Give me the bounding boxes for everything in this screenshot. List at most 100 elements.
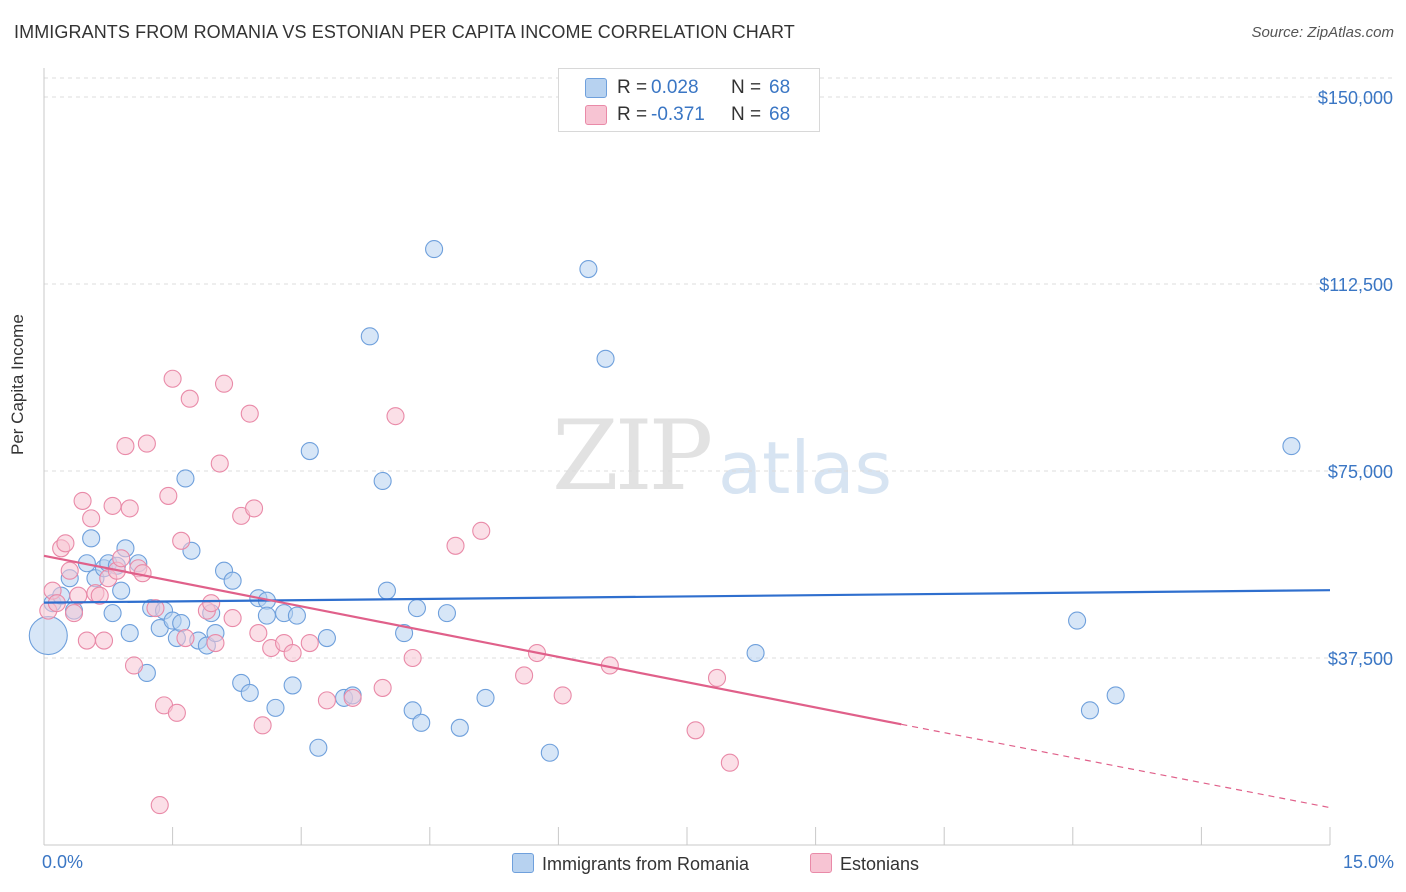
data-point-estonians: [120, 499, 139, 518]
data-point-romania: [373, 471, 392, 491]
data-point-estonians: [386, 407, 405, 426]
legend-label-estonians: Estonians: [840, 854, 920, 874]
data-point-romania: [287, 606, 306, 625]
y-tick-label-2: $112,500: [1319, 275, 1393, 295]
data-point-romania: [172, 614, 191, 633]
stats-legend: R = 0.028 N = 68 R = -0.371 N = 68: [558, 68, 820, 132]
data-point-romania: [540, 743, 559, 762]
data-point-estonians: [553, 686, 572, 705]
data-point-romania: [395, 624, 414, 643]
legend-swatch-estonians: [585, 105, 607, 125]
data-point-romania: [257, 606, 276, 625]
data-point-estonians: [283, 643, 302, 663]
data-point-estonians: [240, 404, 259, 423]
data-point-romania: [360, 327, 379, 346]
legend-item-estonians: Estonians: [810, 853, 919, 875]
data-point-estonians: [720, 753, 739, 772]
data-point-estonians: [253, 716, 272, 735]
data-point-romania: [283, 676, 302, 695]
data-point-estonians: [249, 624, 268, 643]
n-value: 68: [769, 104, 791, 125]
data-point-estonians: [146, 599, 165, 618]
data-point-estonians: [60, 561, 79, 580]
r-label: R =: [617, 77, 648, 98]
data-point-romania: [300, 442, 319, 461]
r-label: R =: [617, 104, 648, 125]
x-tick-min: 0.0%: [42, 852, 84, 872]
y-tick-label-3: $150,000: [1318, 88, 1393, 108]
data-point-romania: [176, 469, 195, 488]
data-point-romania: [1080, 701, 1099, 720]
legend-swatch-romania: [512, 853, 534, 873]
data-point-estonians: [180, 389, 199, 408]
data-point-estonians: [116, 437, 135, 456]
data-point-estonians: [150, 796, 169, 815]
data-point-estonians: [163, 369, 182, 388]
data-point-romania: [82, 529, 101, 548]
y-tick-label-0: $37,500: [1328, 649, 1393, 669]
data-point-estonians: [82, 509, 101, 528]
data-point-romania: [1106, 686, 1125, 705]
stats-legend-row-estonians: R = -0.371 N = 68: [559, 102, 819, 128]
r-value: -0.371: [651, 104, 705, 125]
data-point-estonians: [112, 549, 131, 568]
data-point-romania: [437, 604, 456, 623]
watermark-atlas: atlas: [718, 426, 892, 510]
legend-item-romania: Immigrants from Romania: [512, 853, 749, 875]
data-point-estonians: [214, 374, 234, 393]
watermark-zip: ZIP: [552, 400, 713, 512]
data-point-estonians: [64, 604, 84, 623]
data-point-estonians: [206, 633, 225, 653]
stats-legend-row-romania: R = 0.028 N = 68: [559, 75, 819, 101]
r-value: 0.028: [651, 77, 699, 98]
data-point-romania: [425, 240, 444, 259]
data-point-romania: [112, 581, 131, 600]
data-point-romania: [103, 604, 122, 623]
legend-swatch-romania: [585, 78, 607, 98]
data-point-estonians: [77, 631, 96, 650]
data-point-estonians: [94, 631, 114, 650]
data-point-romania: [579, 259, 598, 279]
legend-swatch-estonians: [810, 853, 832, 873]
data-point-romania: [403, 701, 422, 720]
data-point-estonians: [373, 678, 392, 697]
data-point-estonians: [159, 486, 178, 505]
data-point-estonians: [515, 666, 534, 685]
data-point-romania: [28, 616, 68, 656]
y-tick-label-1: $75,000: [1328, 462, 1393, 482]
data-point-estonians: [223, 609, 242, 628]
data-point-estonians: [103, 496, 122, 515]
x-tick-max: 15.0%: [1342, 852, 1394, 872]
data-point-estonians: [172, 531, 191, 550]
data-point-estonians: [343, 688, 362, 707]
data-point-estonians: [472, 521, 491, 540]
data-point-romania: [120, 624, 139, 643]
source-label: Source: ZipAtlas.com: [1251, 24, 1394, 41]
data-point-romania: [309, 738, 328, 757]
data-point-estonians: [244, 499, 264, 518]
chart-title: IMMIGRANTS FROM ROMANIA VS ESTONIAN PER …: [14, 22, 795, 42]
data-point-romania: [1068, 611, 1087, 630]
n-value: 68: [769, 77, 791, 98]
data-point-romania: [223, 571, 242, 590]
data-point-estonians: [403, 648, 422, 668]
trend-line-extension-estonians: [901, 723, 1331, 809]
y-axis-label: Per Capita Income: [8, 314, 27, 455]
data-point-romania: [407, 599, 426, 618]
n-label: N =: [731, 77, 762, 98]
data-point-estonians: [56, 534, 75, 553]
data-point-estonians: [124, 656, 144, 675]
data-point-estonians: [202, 594, 221, 613]
data-point-romania: [266, 698, 285, 717]
data-point-estonians: [73, 491, 92, 510]
data-point-estonians: [90, 586, 109, 605]
data-point-estonians: [176, 629, 195, 648]
data-point-romania: [1282, 437, 1301, 456]
data-point-estonians: [210, 454, 229, 473]
data-point-estonians: [167, 703, 186, 722]
data-point-romania: [450, 718, 469, 737]
data-point-romania: [412, 713, 431, 732]
n-label: N =: [731, 104, 762, 125]
data-point-estonians: [137, 434, 156, 453]
